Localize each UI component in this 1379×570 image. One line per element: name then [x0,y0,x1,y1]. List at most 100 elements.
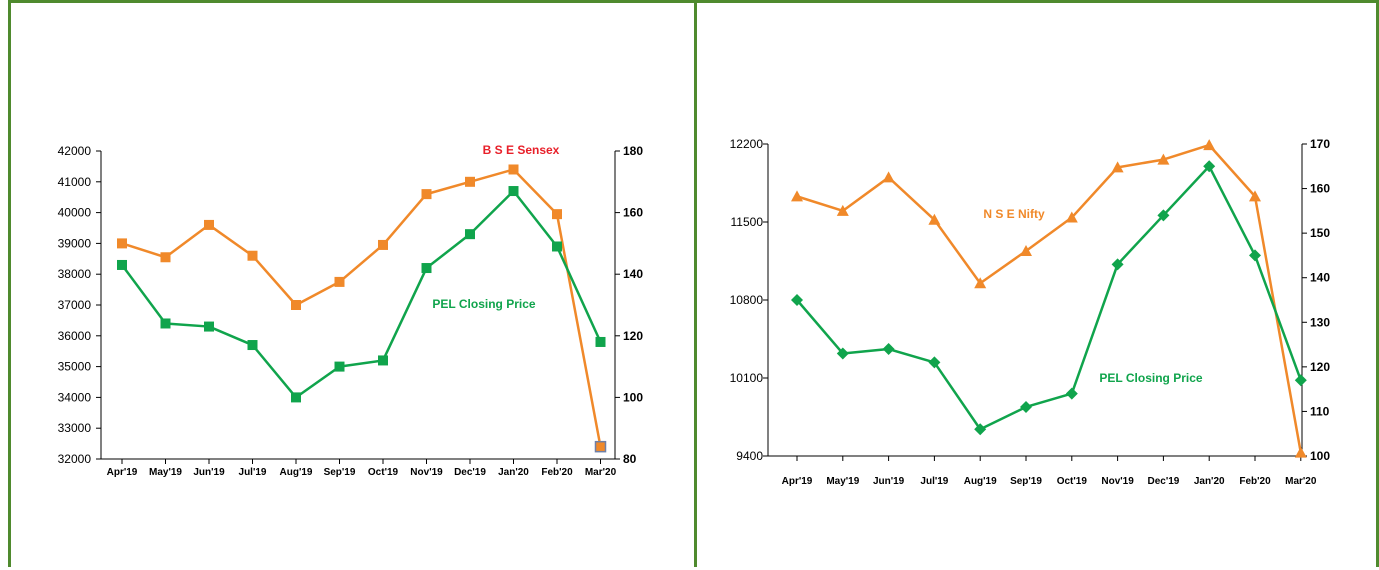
y-right-tick-label: 150 [1310,226,1330,240]
data-point-b-s-e-sensex [465,176,475,187]
data-point-pel-closing-price [928,356,941,369]
nifty-chart: 12200 11500 10800 10100 9400 170 160 150 140 130 1… [730,137,1331,487]
data-point-n-s-e-nifty [974,277,987,289]
data-point-pel-closing-price [1020,400,1032,413]
annotation-n-s-e-nifty: N S E Nifty [983,207,1045,221]
y-left-tick-label: 38000 [58,267,92,281]
data-point-n-s-e-nifty [1294,446,1307,458]
data-point-n-s-e-nifty [1249,190,1261,202]
x-tick-label: Feb'20 [1239,476,1271,487]
x-tick-label: Nov'19 [1101,476,1134,487]
y-left-tick-label: 40000 [58,206,92,220]
data-point-pel-closing-price [1203,160,1216,173]
x-tick-label: Jul'19 [920,476,948,487]
series-line-pel-closing-price [120,189,602,399]
data-point-pel-closing-price [1249,249,1261,262]
data-point-pel-closing-price [334,361,345,372]
y-right-tick-label: 100 [1310,449,1330,463]
y-left-tick-label: 10800 [730,293,764,307]
x-tick-label: Jun'19 [193,467,225,478]
data-point-b-s-e-sensex [378,239,388,250]
data-point-pel-closing-price [1294,374,1307,387]
y-right-tick-label: 160 [623,206,643,220]
y-right-tick-label: 180 [623,144,643,158]
data-point-pel-closing-price [836,347,849,360]
y-right-tick-label: 140 [1310,271,1330,285]
annotation-pel-closing-price: PEL Closing Price [1099,371,1202,385]
data-point-pel-closing-price [117,259,127,270]
series-line-b-s-e-sensex [121,168,602,447]
y-right-tick-label: 140 [623,267,643,281]
data-point-pel-closing-price [1111,258,1124,271]
y-right-tick-label: 120 [1310,360,1330,374]
data-point-n-s-e-nifty [882,171,895,183]
y-left-tick-label: 42000 [58,144,92,158]
y-left-tick-label: 33000 [58,421,92,435]
x-tick-label: Oct'19 [1057,476,1088,487]
x-tick-label: Mar'20 [1285,476,1317,487]
data-point-b-s-e-sensex [117,238,127,249]
data-point-b-s-e-sensex [204,219,214,230]
x-tick-label: Aug'19 [964,476,997,487]
y-left-tick-label: 11500 [731,215,764,229]
data-point-n-s-e-nifty [928,213,941,225]
data-point-n-s-e-nifty [1111,161,1124,173]
x-tick-label: Jan'20 [498,467,529,478]
y-left-tick-label: 34000 [58,390,92,404]
y-left-tick-label: 41000 [58,175,92,189]
data-point-pel-closing-price [247,340,258,351]
x-tick-label: Apr'19 [107,467,138,478]
data-point-pel-closing-price [508,186,519,197]
x-tick-label: Mar'20 [585,467,617,478]
data-point-pel-closing-price [595,336,606,347]
y-left-tick-label: 39000 [58,236,92,250]
data-point-b-s-e-sensex [594,440,607,453]
data-point-b-s-e-sensex [552,209,562,220]
data-point-pel-closing-price [291,392,301,403]
data-point-b-s-e-sensex [421,189,432,200]
data-point-pel-closing-price [465,229,475,240]
data-point-pel-closing-price [974,423,987,436]
y-right-tick-label: 110 [1310,404,1330,418]
data-point-b-s-e-sensex [160,252,171,263]
x-tick-label: Dec'19 [1147,476,1179,487]
y-left-tick-label: 36000 [58,329,92,343]
y-left-tick-label: 9400 [736,449,763,463]
x-tick-label: Sep'19 [324,467,356,478]
annotation-pel-closing-price: PEL Closing Price [432,297,535,311]
data-point-pel-closing-price [1065,387,1078,400]
data-point-n-s-e-nifty [791,190,803,202]
data-point-n-s-e-nifty [1157,153,1170,165]
y-right-tick-label: 120 [623,329,643,343]
y-left-tick-label: 37000 [58,298,92,312]
y-right-tick-label: 160 [1310,182,1330,196]
x-tick-label: Jan'20 [1194,476,1225,487]
data-point-b-s-e-sensex [291,300,301,310]
chart-panel-nifty: 12200 11500 10800 10100 9400 170 160 150 140 130 1… [697,0,1379,567]
annotation-b-s-e-sensex: B S E Sensex [483,143,560,157]
x-tick-label: May'19 [826,476,859,487]
data-point-pel-closing-price [378,355,388,366]
y-left-tick-label: 32000 [58,452,92,466]
x-tick-label: Sep'19 [1010,476,1042,487]
x-tick-label: Oct'19 [368,467,399,478]
data-point-pel-closing-price [421,263,432,274]
data-point-b-s-e-sensex [247,250,258,261]
data-point-pel-closing-price [1157,209,1170,222]
series-line-pel-closing-price [796,165,1302,431]
y-right-tick-label: 100 [623,390,643,404]
data-point-pel-closing-price [160,318,171,329]
data-point-pel-closing-price [552,241,562,252]
data-point-b-s-e-sensex [508,164,519,175]
y-right-tick-label: 130 [1310,315,1330,329]
data-point-n-s-e-nifty [836,204,849,216]
y-left-tick-label: 10100 [730,371,764,385]
data-point-n-s-e-nifty [1065,211,1078,223]
y-left-tick-label: 12200 [730,137,764,151]
x-tick-label: Apr'19 [782,476,813,487]
data-point-pel-closing-price [791,294,803,306]
x-tick-label: Feb'20 [541,467,573,478]
y-right-tick-label: 170 [1310,137,1330,151]
x-tick-label: Aug'19 [280,467,313,478]
data-point-n-s-e-nifty [1020,244,1032,256]
